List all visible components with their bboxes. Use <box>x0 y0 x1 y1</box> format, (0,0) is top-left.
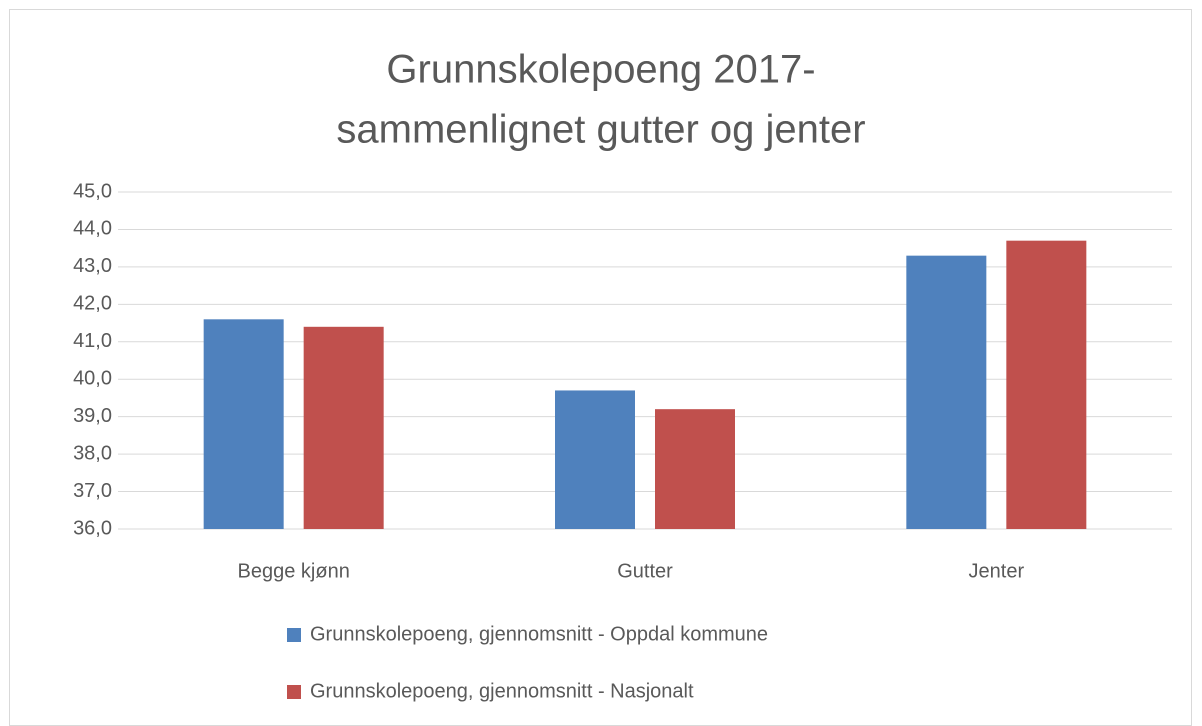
y-tick-label: 42,0 <box>73 293 112 315</box>
legend-label: Grunnskolepoeng, gjennomsnitt - Oppdal k… <box>310 623 768 645</box>
chart-title: sammenlignet gutter og jenter <box>336 108 865 152</box>
bar <box>203 319 284 529</box>
legend-swatch <box>287 628 301 642</box>
bar <box>1006 240 1087 529</box>
y-tick-label: 38,0 <box>73 442 112 464</box>
bar <box>655 409 735 529</box>
y-tick-label: 45,0 <box>73 180 112 202</box>
x-tick-label: Gutter <box>617 560 673 582</box>
x-tick-label: Jenter <box>969 560 1025 582</box>
y-tick-label: 43,0 <box>73 255 112 277</box>
chart-title: Grunnskolepoeng 2017- <box>386 48 815 92</box>
y-tick-label: 36,0 <box>73 517 112 539</box>
y-tick-label: 41,0 <box>73 330 112 352</box>
bar <box>555 390 635 529</box>
x-tick-label: Begge kjønn <box>238 560 350 582</box>
y-tick-label: 37,0 <box>73 480 112 502</box>
bar <box>906 255 987 529</box>
legend-label: Grunnskolepoeng, gjennomsnitt - Nasjonal… <box>310 680 694 702</box>
bar <box>303 326 384 529</box>
y-tick-label: 44,0 <box>73 218 112 240</box>
legend-swatch <box>287 685 301 699</box>
y-tick-label: 40,0 <box>73 368 112 390</box>
y-tick-label: 39,0 <box>73 405 112 427</box>
